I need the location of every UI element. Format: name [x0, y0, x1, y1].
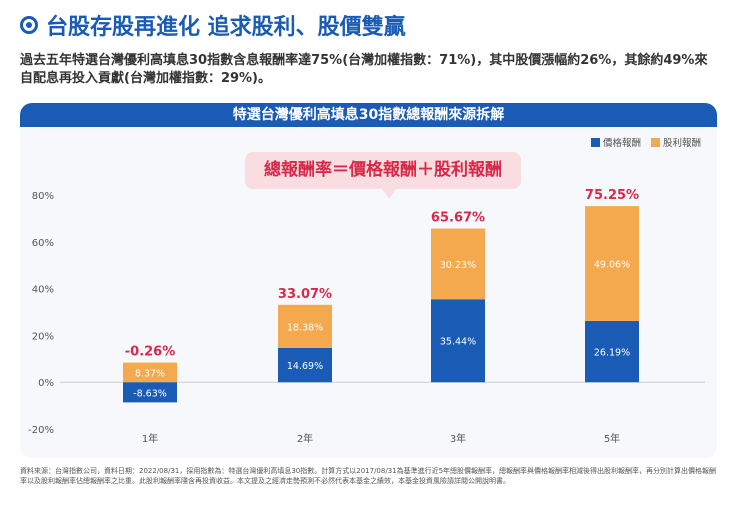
legend-swatch-price — [590, 137, 600, 147]
chart-title: 特選台灣優利高填息30指數總報酬來源拆解 — [20, 103, 717, 127]
chart-panel: 特選台灣優利高填息30指數總報酬來源拆解 價格報酬 股利報酬 總報酬率＝價格報酬… — [20, 103, 717, 458]
legend-label-dividend: 股利報酬 — [662, 138, 701, 149]
bar-label-price: -8.63% — [133, 388, 167, 399]
y-tick-label: -20% — [28, 425, 54, 436]
bar-total-label: 65.67% — [431, 211, 485, 226]
bar-label-price: 35.44% — [440, 337, 476, 348]
bar-label-price: 26.19% — [594, 348, 630, 359]
y-tick-label: 40% — [32, 285, 54, 296]
bullseye-icon — [20, 16, 38, 34]
page-subtitle: 過去五年特選台灣優利高填息30指數含息報酬率達75%(台灣加權指數：71%)，其… — [20, 53, 708, 86]
page-title: 台股存股再進化 追求股利、股價雙贏 — [20, 10, 720, 40]
bar-dividend-1 — [123, 362, 177, 383]
legend-item-dividend: 股利報酬 — [650, 135, 701, 149]
legend-swatch-dividend — [650, 137, 660, 147]
header: 台股存股再進化 追求股利、股價雙贏 過去五年特選台灣優利高填息30指數含息報酬率… — [20, 10, 720, 88]
chart-legend: 價格報酬 股利報酬 — [590, 135, 701, 149]
page-title-text: 台股存股再進化 追求股利、股價雙贏 — [46, 15, 406, 40]
x-category-label: 5年 — [604, 432, 620, 445]
formula-callout: 總報酬率＝價格報酬＋股利報酬 — [245, 152, 521, 199]
x-category-label: 2年 — [297, 432, 313, 445]
bar-label-dividend: 30.23% — [440, 260, 476, 271]
x-category-label: 3年 — [450, 432, 466, 445]
y-tick-label: 20% — [32, 331, 54, 342]
bar-total-label: 75.25% — [585, 188, 639, 203]
bar-dividend-2 — [278, 304, 332, 348]
bar-total-label: -0.26% — [125, 345, 176, 360]
y-tick-label: 0% — [38, 378, 54, 389]
bar-price-3 — [431, 299, 485, 383]
bar-price-2 — [278, 347, 332, 383]
x-category-label: 1年 — [142, 432, 158, 445]
bar-label-dividend: 18.38% — [287, 322, 323, 333]
legend-label-price: 價格報酬 — [602, 138, 641, 149]
legend-item-price: 價格報酬 — [590, 135, 641, 149]
bar-label-price: 14.69% — [287, 361, 323, 372]
bar-total-label: 33.07% — [278, 287, 332, 302]
bar-price-1 — [123, 382, 177, 403]
stacked-bar-chart: -20% 0% 20% 40% 60% 80% -8.63% 8.37% -0.26% 1年 14.… — [28, 188, 705, 445]
footnote: 資料來源：台灣指數公司，資料日期：2022/08/31，採用指數為：特選台灣優利… — [20, 467, 717, 485]
y-tick-label: 60% — [32, 238, 54, 249]
bar-price-4 — [585, 320, 639, 383]
bar-label-dividend: 8.37% — [135, 368, 165, 379]
bar-dividend-4 — [585, 206, 639, 321]
bar-dividend-3 — [431, 228, 485, 300]
y-tick-label: 80% — [32, 191, 54, 202]
bar-label-dividend: 49.06% — [594, 260, 630, 271]
